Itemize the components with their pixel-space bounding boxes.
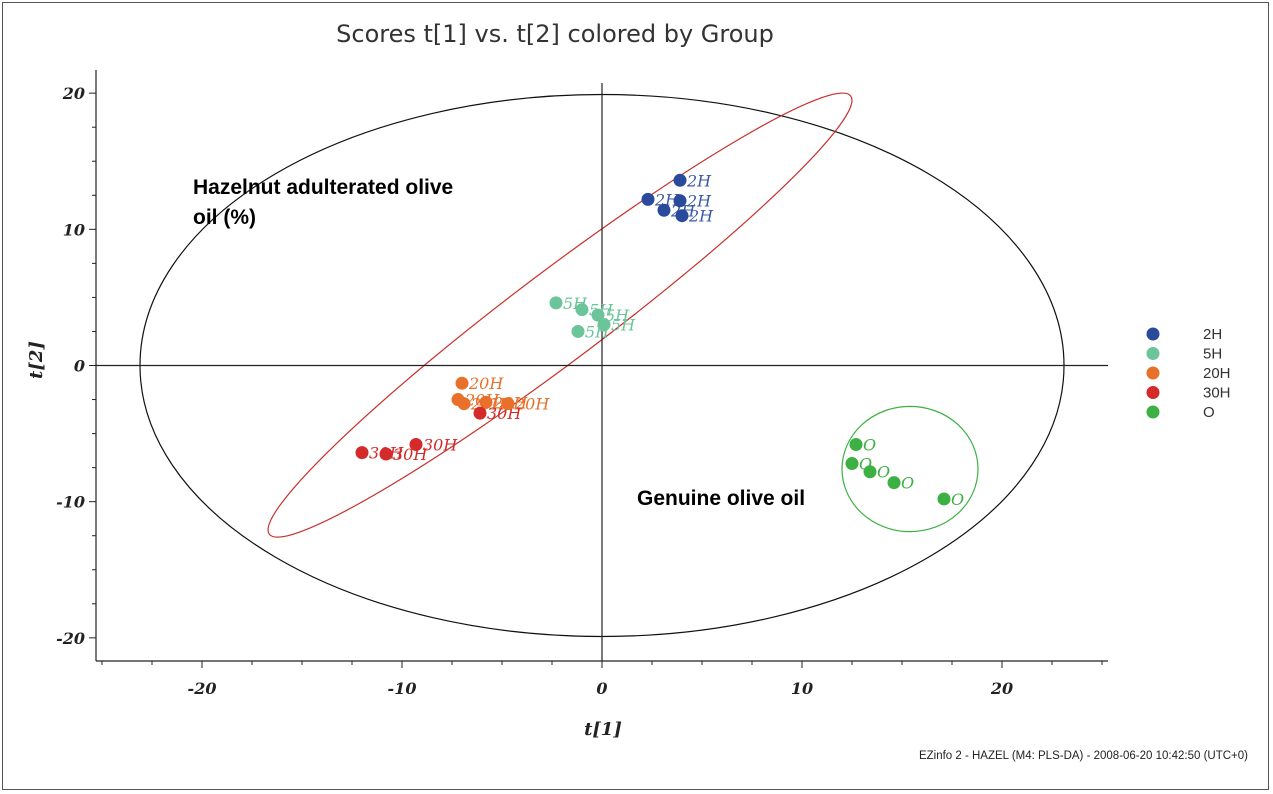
y-tick-label: 0 — [74, 357, 85, 376]
point-5h — [571, 324, 585, 338]
point-2h — [675, 209, 689, 223]
x-tick-label: 20 — [990, 679, 1013, 698]
legend-label-o: O — [1203, 404, 1215, 421]
y-tick-label: -20 — [56, 629, 85, 648]
annotation-genuine: Genuine olive oil — [637, 487, 805, 510]
legend-marker-o — [1146, 405, 1160, 419]
y-tick-label: 20 — [62, 84, 85, 103]
point-2h — [641, 192, 655, 206]
point-o — [887, 476, 901, 490]
x-tick-label: 10 — [791, 679, 813, 698]
point-o — [845, 457, 859, 471]
legend-marker-5h — [1146, 347, 1160, 360]
y-tick-label: 10 — [63, 220, 85, 239]
point-label-2h: 2H — [686, 192, 712, 211]
legend-label-20h: 20H — [1203, 365, 1231, 382]
point-label-2h: 2H — [688, 207, 714, 226]
point-label-o: O — [877, 463, 890, 482]
point-o — [849, 437, 863, 451]
point-label-30h: 30H — [423, 435, 458, 454]
point-30h — [355, 446, 369, 460]
x-tick-label: 0 — [596, 679, 607, 698]
x-axis-label: t[1] — [584, 719, 622, 740]
point-30h — [409, 437, 423, 451]
point-2h — [673, 194, 687, 208]
point-label-20h: 20H — [468, 374, 504, 393]
point-label-20h: 20H — [514, 395, 550, 414]
point-o — [863, 465, 877, 479]
legend-marker-30h — [1146, 386, 1160, 399]
point-label-2h: 2H — [654, 190, 680, 209]
point-label-o: O — [863, 435, 876, 454]
point-5h — [597, 318, 611, 332]
legend-marker-2h — [1146, 327, 1160, 341]
annotation-hazelnut: oil (%) — [193, 206, 256, 229]
point-5h — [549, 296, 563, 310]
point-label-30h: 30H — [487, 404, 522, 423]
y-axis-label: t[2] — [26, 341, 47, 379]
point-20h — [479, 395, 493, 409]
legend-label-2h: 2H — [1203, 326, 1222, 343]
point-o — [937, 492, 951, 506]
point-5h — [591, 308, 605, 322]
footer-note: EZinfo 2 - HAZEL (M4: PLS-DA) - 2008-06-… — [919, 750, 1248, 762]
legend-marker-20h — [1146, 366, 1160, 380]
point-30h — [473, 406, 487, 420]
y-tick-label: -10 — [56, 493, 85, 512]
x-tick-label: -10 — [388, 679, 417, 698]
point-2h — [673, 173, 687, 187]
point-label-5h: 5H — [605, 306, 630, 325]
point-20h — [457, 397, 471, 411]
point-label-5h: 5H — [611, 316, 636, 335]
point-20h — [501, 397, 515, 411]
point-5h — [575, 303, 589, 317]
adulterated-group-ellipse — [267, 92, 853, 538]
olive-group-ellipse — [841, 405, 979, 533]
annotation-hazelnut: Hazelnut adulterated olive — [193, 176, 453, 199]
point-label-o: O — [951, 490, 964, 509]
point-label-o: O — [901, 474, 914, 493]
point-2h — [657, 203, 671, 217]
point-30h — [379, 447, 393, 461]
legend-label-30h: 30H — [1203, 385, 1231, 402]
x-tick-label: -20 — [188, 679, 217, 698]
legend-label-5h: 5H — [1203, 346, 1222, 363]
point-20h — [455, 376, 469, 390]
chart-title: Scores t[1] vs. t[2] colored by Group — [336, 20, 774, 48]
point-label-2h: 2H — [686, 171, 712, 190]
